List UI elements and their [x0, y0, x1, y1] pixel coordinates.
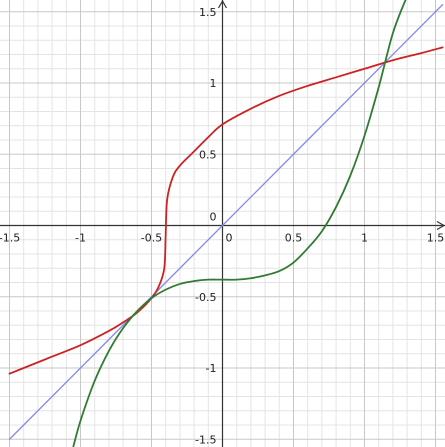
curves	[8, 0, 444, 447]
y-tick-label: 1.5	[199, 6, 217, 19]
y-tick-label: 0.5	[199, 148, 217, 161]
series-line-2	[8, 46, 444, 375]
origin-label: 0	[210, 211, 217, 224]
y-axis-arrow	[217, 0, 228, 9]
y-tick-label: -0.5	[195, 291, 216, 304]
x-axis-arrow	[436, 220, 445, 231]
x-tick-label: -1	[75, 232, 86, 245]
series-line-3	[72, 0, 407, 447]
y-tick-label: 1	[210, 77, 217, 90]
series-line-1	[8, 3, 444, 440]
y-tick-label: -1.5	[195, 433, 216, 446]
x-tick-label: 0.5	[285, 232, 303, 245]
x-tick-label: 1.5	[427, 232, 445, 245]
x-tick-label: 0	[226, 232, 233, 245]
x-tick-label: -1.5	[0, 232, 20, 245]
y-tick-label: -1	[206, 362, 217, 375]
x-tick-label: 1	[361, 232, 368, 245]
x-tick-label: -0.5	[141, 232, 162, 245]
tick-labels: -1.5 -1 -0.5 0 0.5 1 1.5 -1.5 -1 -0.5 0.5 1 1.5 0	[0, 6, 444, 447]
